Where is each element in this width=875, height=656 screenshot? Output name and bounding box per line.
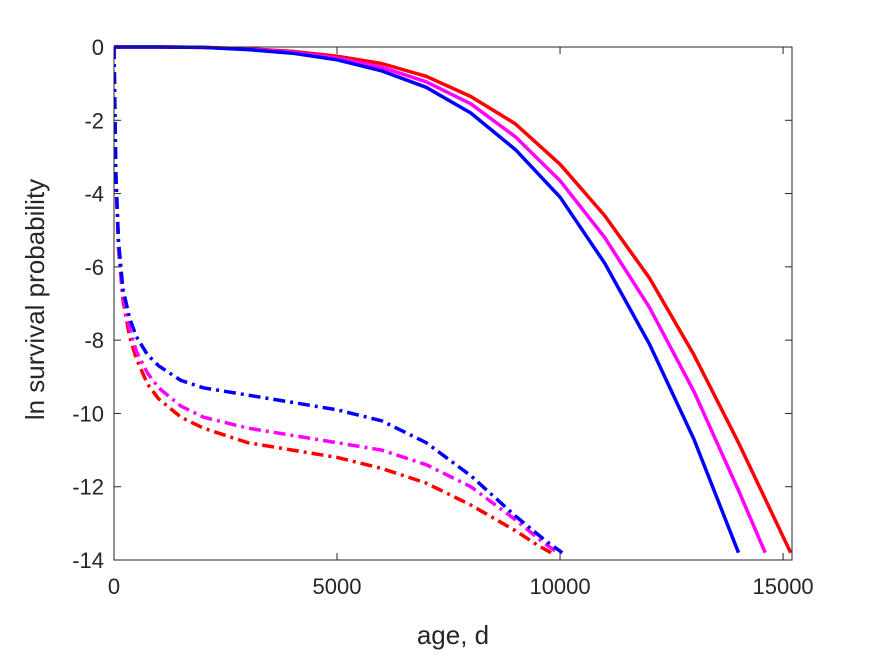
plot-area: 0 5000 10000 15000 0 -2 -4 -6 -8 -10 -12 -14 [72,35,813,599]
series-line-5 [114,46,559,555]
y-tick-label: -2 [84,108,104,133]
x-tick-label: 10000 [529,574,590,599]
y-tick-label: 0 [92,35,104,60]
y-tick-label: -14 [72,548,104,573]
x-tick-label: 15000 [752,574,813,599]
y-tick-label: -10 [72,401,104,426]
axes-box [113,46,793,561]
series-line-3 [114,45,741,554]
y-axis-label: ln survival probability [20,179,50,420]
x-tick-label: 0 [108,574,120,599]
y-tick-label: -6 [84,255,104,280]
y-tick-label: -12 [72,475,104,500]
x-axis-label: age, d [417,620,489,650]
series-line-6 [114,46,564,555]
series-layer [114,45,793,555]
y-tick-label: -4 [84,182,104,207]
x-ticks: 0 5000 10000 15000 [108,47,814,599]
y-ticks: 0 -2 -4 -6 -8 -10 -12 -14 [72,35,792,573]
y-tick-label: -8 [84,328,104,353]
x-tick-label: 5000 [313,574,362,599]
